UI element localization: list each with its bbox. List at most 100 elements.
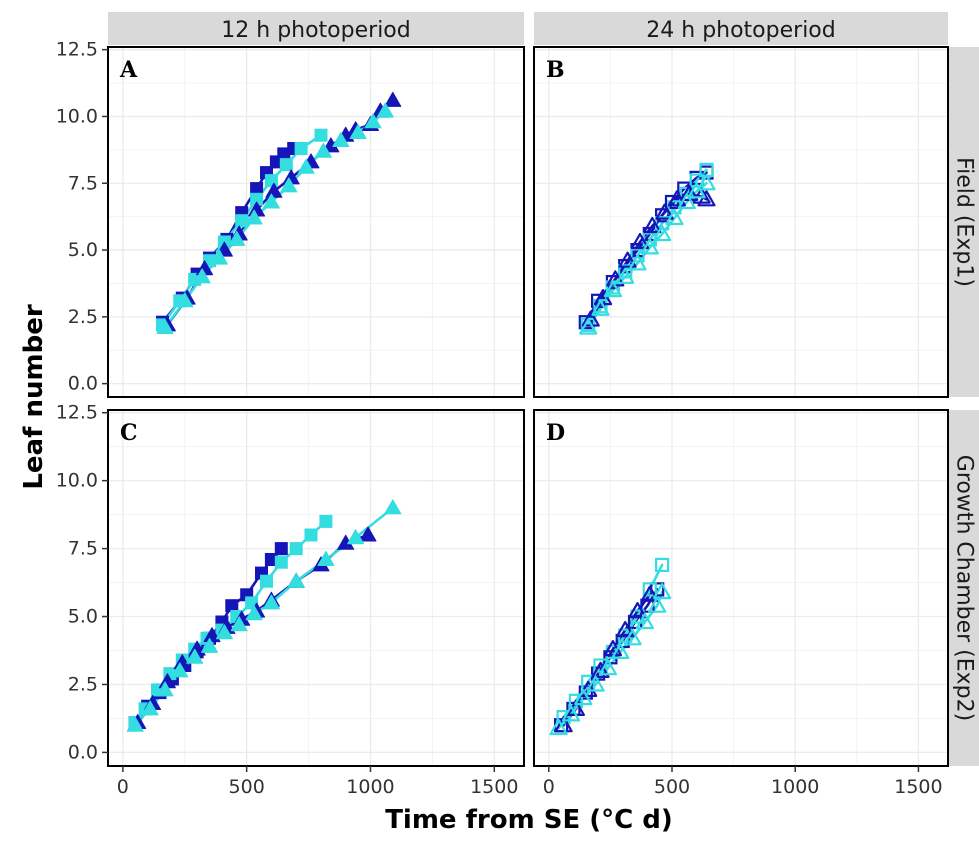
data-point-dark-triangle bbox=[640, 585, 659, 602]
data-point-light-triangle bbox=[677, 192, 696, 210]
data-point-dark-triangle bbox=[630, 232, 650, 250]
panel-d: D bbox=[533, 409, 949, 767]
y-tick-label: 0.0 bbox=[68, 741, 98, 763]
x-tick-label: 0 bbox=[117, 776, 129, 798]
panel-a: A bbox=[107, 46, 525, 398]
data-point-dark-triangle bbox=[359, 526, 377, 542]
data-point-dark-triangle bbox=[265, 182, 283, 198]
data-point-light-triangle bbox=[245, 605, 263, 621]
panel-b: B bbox=[533, 46, 949, 398]
y-tick-label: 12.5 bbox=[56, 39, 98, 61]
data-point-light-square bbox=[304, 528, 318, 542]
data-point-light-triangle bbox=[347, 529, 365, 545]
row-strip-2-bg bbox=[949, 410, 979, 766]
data-point-light-triangle bbox=[186, 648, 204, 664]
data-point-light-triangle bbox=[616, 267, 635, 284]
data-point-light-triangle bbox=[579, 318, 598, 335]
data-point-light-triangle bbox=[262, 594, 280, 610]
data-point-dark-square bbox=[225, 599, 239, 613]
data-point-dark-triangle bbox=[591, 661, 610, 679]
data-point-light-triangle bbox=[314, 142, 332, 158]
data-point-light-triangle bbox=[598, 659, 618, 676]
y-tick-label: 2.5 bbox=[68, 673, 98, 695]
data-point-light-triangle bbox=[652, 224, 672, 242]
data-point-light-triangle bbox=[376, 102, 394, 118]
data-point-light-triangle bbox=[141, 700, 159, 716]
data-point-light-triangle bbox=[262, 193, 280, 209]
panel-letter: B bbox=[546, 57, 565, 83]
data-point-light-square bbox=[618, 264, 633, 279]
data-point-dark-triangle bbox=[579, 680, 598, 698]
data-point-dark-triangle bbox=[618, 251, 637, 268]
data-point-light-square bbox=[630, 248, 645, 263]
data-point-dark-triangle bbox=[643, 216, 662, 234]
y-tick-label: 10.0 bbox=[56, 470, 98, 492]
x-tick-label: 1000 bbox=[346, 776, 394, 798]
panel-c: C bbox=[107, 409, 525, 767]
y-axis-title: Leaf number bbox=[19, 304, 49, 489]
data-point-light-triangle bbox=[640, 238, 659, 255]
data-point-dark-triangle bbox=[655, 203, 674, 220]
data-point-light-triangle bbox=[697, 174, 716, 191]
col-strip-1-bg bbox=[108, 12, 524, 45]
col-strip-2-bg bbox=[534, 12, 948, 45]
panel-letter: D bbox=[546, 420, 565, 446]
data-point-light-triangle bbox=[230, 616, 248, 632]
data-point-light-triangle bbox=[652, 582, 672, 600]
data-point-light-square bbox=[314, 128, 328, 142]
data-point-light-triangle bbox=[603, 281, 623, 298]
y-tick-label: 0.0 bbox=[68, 373, 98, 395]
data-point-light-triangle bbox=[574, 688, 593, 706]
data-point-light-triangle bbox=[210, 249, 228, 265]
y-tick-label: 12.5 bbox=[56, 402, 98, 424]
data-point-dark-triangle bbox=[692, 187, 711, 204]
data-point-light-triangle bbox=[586, 675, 605, 692]
data-point-dark-triangle bbox=[667, 190, 687, 207]
panel-background bbox=[108, 47, 524, 397]
panel-border bbox=[107, 409, 525, 767]
x-tick-label: 1500 bbox=[894, 776, 942, 798]
x-tick-label: 500 bbox=[229, 776, 265, 798]
data-point-light-triangle bbox=[297, 158, 315, 174]
data-point-light-triangle bbox=[635, 612, 655, 630]
panel-background bbox=[534, 47, 948, 397]
x-tick-label: 500 bbox=[654, 776, 690, 798]
data-point-dark-square bbox=[578, 315, 593, 330]
data-point-dark-triangle bbox=[384, 91, 402, 107]
data-point-light-square bbox=[654, 557, 670, 573]
data-point-light-square bbox=[279, 158, 293, 172]
panel-border bbox=[533, 409, 949, 767]
data-point-dark-triangle bbox=[628, 601, 647, 619]
data-point-light-square bbox=[294, 142, 308, 155]
data-point-light-triangle bbox=[245, 209, 263, 225]
data-point-dark-triangle bbox=[203, 627, 221, 643]
data-point-light-triangle bbox=[228, 230, 246, 246]
panel-background bbox=[108, 410, 524, 766]
data-point-light-triangle bbox=[549, 718, 568, 736]
data-point-light-triangle bbox=[349, 124, 367, 139]
data-point-light-triangle bbox=[317, 551, 335, 566]
data-point-light-square bbox=[642, 582, 657, 597]
data-point-light-square bbox=[264, 174, 278, 188]
data-point-light-triangle bbox=[126, 716, 144, 732]
x-axis-title: Time from SE (°C d) bbox=[385, 805, 673, 835]
data-point-light-triangle bbox=[280, 177, 298, 193]
axes: 0.0 2.5 5.0 7.5 10.0 12.5 0.0 2.5 5.0 7.5 10.0 12.5… bbox=[56, 39, 943, 798]
data-point-light-triangle bbox=[384, 499, 402, 515]
data-point-light-triangle bbox=[176, 292, 194, 308]
facet-strips: 12 h photoperiod 24 h photoperiod Field … bbox=[108, 12, 979, 766]
y-tick-label: 7.5 bbox=[68, 172, 98, 194]
data-point-light-triangle bbox=[156, 681, 174, 697]
row-strip-2-label: Growth Chamber (Exp2) bbox=[952, 455, 977, 721]
x-tick-label: 1000 bbox=[771, 776, 819, 798]
data-point-dark-square bbox=[274, 542, 288, 556]
data-point-light-square bbox=[319, 514, 333, 528]
data-point-light-triangle bbox=[364, 113, 382, 129]
data-point-light-triangle bbox=[561, 705, 581, 722]
data-point-light-square bbox=[235, 214, 249, 228]
data-point-light-triangle bbox=[171, 662, 189, 678]
data-point-light-triangle bbox=[648, 596, 667, 613]
row-strip-1-label: Field (Exp1) bbox=[952, 157, 977, 287]
data-point-light-triangle bbox=[623, 629, 642, 646]
